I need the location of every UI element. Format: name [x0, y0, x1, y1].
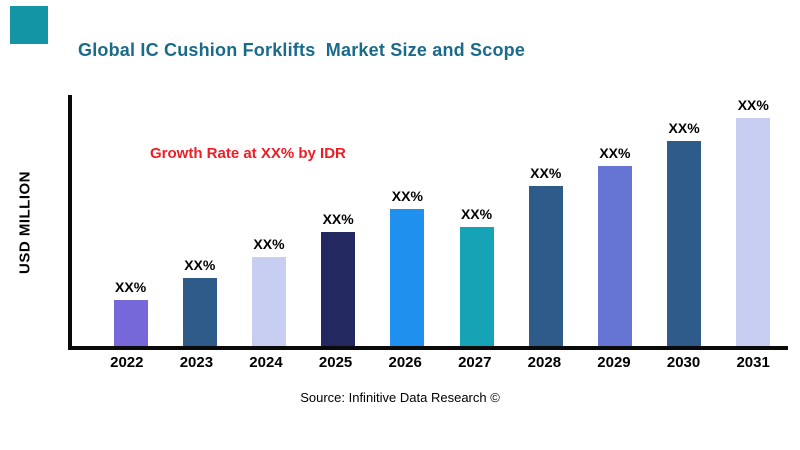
source-text: Source: Infinitive Data Research ©: [300, 390, 500, 405]
x-tick-2025: 2025: [318, 354, 353, 371]
bar-2025[interactable]: [321, 232, 356, 346]
bar-group-2022: XX%: [96, 279, 165, 346]
bar-value-label: XX%: [460, 206, 493, 222]
bar-2029[interactable]: [597, 166, 632, 346]
bar-value-label: XX%: [391, 188, 423, 204]
bars: XX% XX% XX% XX% XX% XX% XX% XX% XX% XX%: [72, 95, 788, 346]
growth-rate-annotation: Growth Rate at XX% by IDR: [150, 145, 346, 162]
x-tick-2024: 2024: [249, 354, 283, 371]
bar-group-2031: XX%: [719, 97, 788, 346]
bar-group-2026: XX%: [373, 188, 442, 346]
bar-value-label: XX%: [253, 236, 285, 252]
bar-group-2027: XX%: [442, 206, 511, 346]
chart-title: Global IC Cushion Forklifts Market Size …: [78, 40, 526, 60]
bar-group-2030: XX%: [650, 120, 719, 346]
y-axis-label: USD MILLION: [16, 171, 34, 274]
x-tick-2031: 2031: [736, 354, 770, 371]
bar-2024[interactable]: [251, 257, 286, 346]
bar-group-2024: XX%: [234, 236, 303, 346]
bar-group-2023: XX%: [165, 257, 234, 346]
x-tick-2023: 2023: [179, 354, 214, 371]
bar-2031[interactable]: [736, 118, 771, 346]
x-axis-tick-labels: 2022 2023 2024 2025 2026 2027 2028 2029 2030 2031: [68, 354, 788, 371]
bar-value-label: XX%: [184, 257, 216, 273]
bar-group-2029: XX%: [580, 145, 649, 346]
bar-value-label: XX%: [737, 97, 769, 113]
x-tick-2022: 2022: [110, 354, 144, 371]
bar-value-label: XX%: [322, 211, 354, 227]
bar-2026[interactable]: [390, 209, 425, 346]
bar-group-2025: XX%: [304, 211, 373, 346]
plot-area: XX% XX% XX% XX% XX% XX% XX% XX% XX% XX%: [68, 95, 788, 350]
bar-2023[interactable]: [182, 278, 217, 346]
x-tick-2030: 2030: [666, 354, 701, 371]
bar-group-2028: XX%: [511, 165, 580, 346]
x-tick-2026: 2026: [388, 354, 422, 371]
bar-value-label: XX%: [599, 145, 631, 161]
bar-2030[interactable]: [667, 141, 702, 346]
bar-value-label: XX%: [530, 165, 562, 181]
bar-2022[interactable]: [113, 300, 148, 346]
x-tick-2028: 2028: [527, 354, 562, 371]
bar-value-label: XX%: [115, 279, 147, 295]
bar-2028[interactable]: [528, 186, 563, 346]
accent-square: [10, 6, 48, 44]
bar-value-label: XX%: [668, 120, 700, 136]
bar-2027[interactable]: [459, 227, 494, 346]
x-tick-2029: 2029: [597, 354, 631, 371]
x-tick-2027: 2027: [458, 354, 492, 371]
